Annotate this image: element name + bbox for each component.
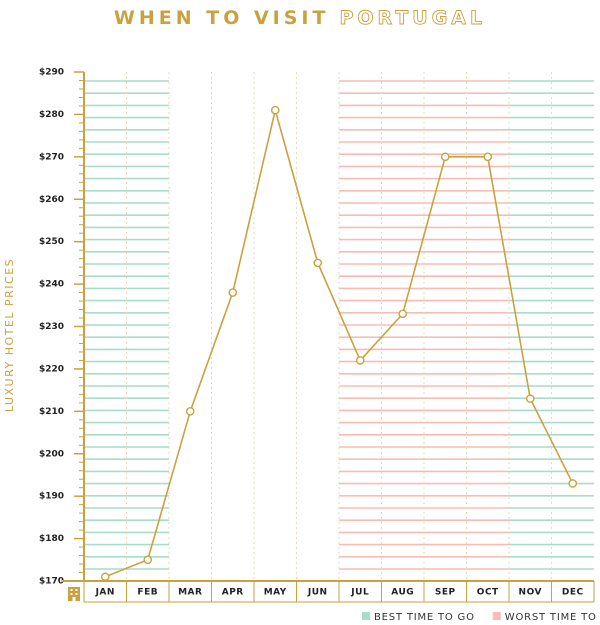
y-tick-label: $220: [39, 364, 64, 374]
data-point: [143, 555, 153, 565]
x-tick-label: JUL: [350, 588, 369, 598]
building-icon: [68, 587, 80, 601]
background: [84, 72, 594, 581]
y-tick-label: $240: [39, 280, 64, 290]
title-highlight: PORTUGAL: [339, 7, 486, 29]
data-point: [313, 258, 323, 268]
data-point: [483, 152, 493, 162]
data-point: [355, 356, 365, 365]
legend-swatch: [362, 612, 370, 620]
data-point: [185, 407, 195, 416]
y-tick-label: $270: [39, 152, 64, 162]
y-tick-label: $200: [39, 449, 64, 459]
chart-title: WHEN TO VISIT PORTUGAL: [114, 7, 486, 29]
price-line: [104, 109, 574, 578]
y-tick-label: $290: [39, 68, 64, 78]
x-tick-label: JAN: [95, 588, 115, 598]
data-point: [398, 309, 408, 319]
data-point: [440, 152, 450, 162]
y-tick-label: $190: [39, 492, 64, 502]
data-point: [525, 394, 535, 403]
x-tick-label: JUN: [307, 588, 328, 598]
x-tick-label: APR: [222, 588, 244, 598]
x-tick-label: MAY: [264, 588, 287, 598]
y-axis-label: LUXURY HOTEL PRICES: [3, 258, 16, 412]
data-point: [568, 479, 578, 488]
y-tick-label: $280: [39, 110, 64, 120]
y-tick-label: $170: [39, 577, 64, 587]
x-tick-label: MAR: [178, 588, 202, 598]
title-main: WHEN TO VISIT: [114, 7, 330, 29]
x-tick-label: SEP: [435, 588, 456, 598]
legend-label: WORST TIME TO GO: [505, 612, 600, 623]
y-tick-label: $260: [39, 195, 64, 205]
x-tick-label: OCT: [477, 588, 499, 598]
legend-label: BEST TIME TO GO: [374, 612, 475, 623]
x-tick-label: AUG: [391, 588, 414, 598]
x-tick-label: NOV: [519, 588, 542, 598]
x-tick-label: DEC: [562, 588, 584, 598]
legend-swatch: [492, 612, 501, 620]
y-tick-label: $210: [39, 407, 64, 417]
data-point: [270, 105, 280, 115]
x-tick-label: FEB: [137, 588, 158, 598]
data-point: [228, 288, 238, 297]
y-tick-label: $250: [39, 237, 64, 247]
y-tick-label: $180: [39, 534, 64, 544]
data-point: [100, 572, 110, 582]
y-tick-label: $230: [39, 322, 64, 332]
